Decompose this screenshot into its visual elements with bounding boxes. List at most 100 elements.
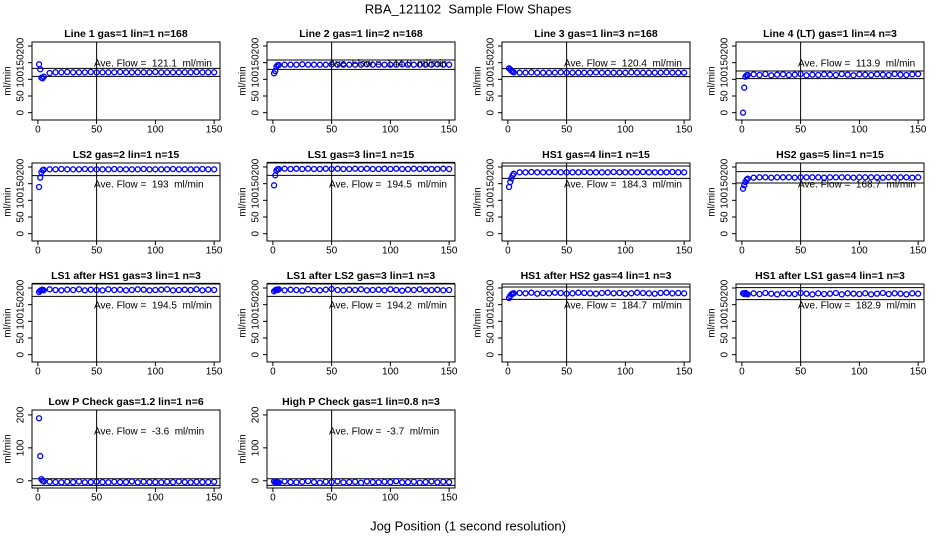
point (169, 69, 177, 76)
point (111, 286, 118, 294)
point (357, 286, 365, 293)
point (310, 478, 318, 486)
point (856, 71, 863, 78)
point (140, 69, 147, 76)
x-tick-label: 100 (382, 493, 399, 504)
point (310, 165, 318, 173)
point (205, 69, 212, 76)
point (838, 291, 845, 298)
point (592, 290, 600, 297)
point (393, 61, 400, 68)
point (93, 286, 100, 294)
x-tick-label: 100 (617, 246, 634, 257)
point (873, 174, 881, 181)
point (867, 71, 875, 79)
point (40, 73, 47, 80)
y-axis-label: ml/min (473, 66, 484, 95)
y-tick-label: 50 (16, 90, 27, 102)
point (628, 169, 635, 176)
point (856, 174, 863, 181)
point (791, 71, 798, 78)
point (862, 174, 869, 181)
point (879, 71, 887, 78)
plot-frame (735, 162, 925, 242)
point (756, 71, 763, 79)
point (844, 71, 851, 78)
point (404, 61, 412, 68)
y-tick-label: 200 (251, 37, 262, 54)
point (134, 69, 141, 76)
x-tick-label: 150 (676, 367, 693, 378)
y-tick-label: 50 (16, 211, 27, 223)
point (275, 479, 282, 486)
panel-title: LS1 gas=3 lin=1 n=15 (308, 149, 415, 161)
point (293, 165, 300, 172)
point (128, 286, 136, 294)
point (633, 69, 641, 76)
point (287, 286, 294, 293)
point (187, 479, 194, 486)
point (381, 165, 388, 172)
point (35, 415, 43, 422)
y-tick-label: 100 (486, 313, 497, 330)
point (809, 174, 816, 181)
point (64, 166, 71, 173)
point (797, 174, 804, 181)
point (791, 290, 798, 298)
point (756, 174, 763, 181)
y-tick-label: 200 (16, 158, 27, 175)
y-tick-label: 150 (720, 296, 731, 313)
point (116, 166, 124, 173)
point (569, 169, 576, 176)
panel: High P Check gas=1 lin=0.8 n=3 ml/min 0 100… (238, 396, 458, 504)
point (657, 69, 664, 76)
point (838, 174, 845, 181)
point (363, 478, 371, 485)
point (663, 69, 670, 76)
y-tick-label: 0 (16, 351, 27, 357)
point (35, 183, 43, 191)
point (69, 69, 77, 76)
point (116, 286, 124, 293)
plot-frame (31, 41, 221, 121)
x-tick-label: 50 (561, 367, 573, 378)
point (351, 165, 359, 172)
y-tick-label: 200 (251, 406, 262, 423)
point (181, 69, 188, 76)
point (616, 289, 623, 297)
point (575, 69, 582, 76)
point (675, 69, 682, 76)
point (105, 286, 112, 293)
point (181, 478, 188, 486)
point (743, 176, 750, 183)
point (205, 286, 212, 293)
point (340, 479, 347, 486)
point (832, 289, 840, 297)
point (873, 71, 881, 78)
point (328, 165, 335, 173)
panel: Line 4 (LT) gas=1 lin=4 n=3ml/min0501001… (707, 28, 927, 136)
panel-title: Line 1 gas=1 lin=1 n=168 (64, 28, 188, 40)
plot-frame (735, 41, 925, 121)
point (293, 61, 300, 68)
point (633, 289, 641, 296)
point (850, 174, 857, 181)
point (381, 61, 388, 68)
point (762, 289, 769, 297)
point (281, 478, 288, 485)
point (410, 165, 418, 172)
point (832, 71, 840, 79)
y-tick-label: 0 (251, 230, 262, 236)
point (299, 478, 306, 485)
x-tick-label: 50 (326, 367, 338, 378)
point (46, 69, 53, 77)
point (516, 169, 523, 176)
y-axis-label: ml/min (3, 308, 14, 337)
panel-title: Line 3 gas=1 lin=3 n=168 (534, 28, 658, 40)
y-axis-label: ml/min (707, 66, 718, 95)
point (40, 478, 47, 485)
point (152, 166, 159, 173)
point (445, 61, 453, 68)
y-tick-label: 100 (486, 71, 497, 88)
